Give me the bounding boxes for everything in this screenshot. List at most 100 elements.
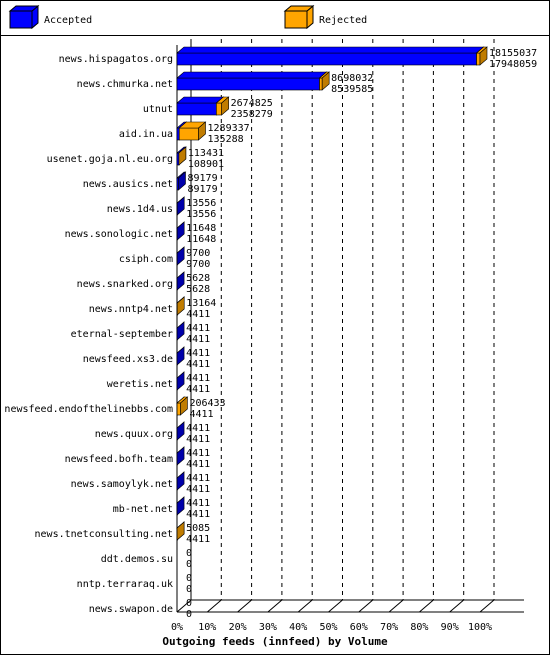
value-label-accepted: 8539585 (331, 84, 373, 95)
x-tick-label: 90% (441, 622, 459, 633)
legend-label: Accepted (44, 15, 92, 26)
value-label-offered: 89179 (187, 173, 217, 184)
bar-accepted-top (176, 46, 485, 54)
value-label-accepted: 4411 (186, 509, 210, 520)
value-label-offered: 5628 (186, 273, 210, 284)
chart-title: Outgoing feeds (innfeed) by Volume (162, 635, 388, 648)
legend-swatch-top (8, 5, 40, 12)
value-label-accepted: 11648 (186, 234, 216, 245)
value-label-offered: 0 (186, 573, 192, 584)
y-tick-label: mb-net.net (113, 504, 173, 515)
value-label-offered: 9700 (186, 248, 210, 259)
y-tick-label: aid.in.ua (119, 129, 173, 140)
bar-rejected-side (198, 121, 206, 141)
value-label-accepted: 4411 (186, 384, 210, 395)
value-label-accepted: 2358279 (231, 109, 273, 120)
value-label-offered: 4411 (186, 323, 210, 334)
tick-mark (206, 599, 222, 613)
value-label-offered: 4411 (186, 498, 210, 509)
value-label-accepted: 13556 (186, 209, 216, 220)
x-tick-label: 20% (229, 622, 247, 633)
bar-rejected-side (178, 146, 187, 166)
y-tick-label: eternal-september (71, 329, 173, 340)
bar-accepted (176, 127, 180, 141)
y-tick-label: news.snarked.org (77, 279, 173, 290)
bar-accepted (176, 52, 477, 66)
x-tick-label: 60% (350, 622, 368, 633)
tick-mark (176, 599, 192, 613)
x-tick-label: 40% (289, 622, 307, 633)
value-label-offered: 206433 (189, 398, 225, 409)
value-label-offered: 5085 (186, 523, 210, 534)
y-tick-label: news.chmurka.net (77, 79, 173, 90)
value-label-accepted: 4411 (186, 534, 210, 545)
bar-rejected-side (221, 96, 229, 116)
value-label-offered: 13556 (186, 198, 216, 209)
y-tick-label: news.swapon.de (89, 604, 173, 615)
value-label-offered: 1289337 (208, 123, 250, 134)
value-label-offered: 18155037 (489, 48, 537, 59)
x-tick-label: 70% (380, 622, 398, 633)
bar-accepted-side (176, 496, 185, 516)
x-tick-label: 30% (259, 622, 277, 633)
bar-rejected (216, 102, 222, 116)
value-label-accepted: 4411 (186, 459, 210, 470)
tick-mark (237, 599, 252, 613)
value-label-accepted: 4411 (186, 484, 210, 495)
y-tick-label: usenet.goja.nl.eu.org (47, 154, 173, 165)
bar-rejected-side (479, 46, 488, 66)
value-label-offered: 11648 (186, 223, 216, 234)
bar-rejected-side (176, 296, 185, 316)
y-tick-label: news.tnetconsulting.net (35, 529, 173, 540)
y-tick-label: news.nntp4.net (89, 304, 173, 315)
bar-accepted-side (176, 371, 185, 391)
y-tick-label: csiph.com (119, 254, 173, 265)
bar-rejected (176, 402, 181, 416)
tick-mark (328, 599, 343, 613)
y-tick-label: news.samoylyk.net (71, 479, 173, 490)
bar-rejected (319, 77, 323, 91)
y-tick-label: news.ausics.net (83, 179, 173, 190)
y-tick-label: newsfeed.bofh.team (65, 454, 173, 465)
value-label-offered: 0 (186, 548, 192, 559)
value-label-accepted: 89179 (187, 184, 217, 195)
bar-accepted-top (176, 96, 225, 104)
tick-mark (297, 599, 313, 613)
bar-rejected-side (180, 396, 188, 416)
value-label-accepted: 4411 (186, 434, 210, 445)
value-label-offered: 2674825 (231, 98, 273, 109)
legend-swatch-top (283, 5, 315, 12)
value-label-accepted: 0 (186, 584, 192, 595)
x-tick-label: 10% (198, 622, 216, 633)
value-label-accepted: 17948059 (489, 59, 537, 70)
value-label-accepted: 4411 (186, 359, 210, 370)
bar-accepted-top (176, 71, 328, 79)
legend-label: Rejected (319, 15, 367, 26)
y-tick-label: news.1d4.us (107, 204, 173, 215)
value-label-accepted: 9700 (186, 259, 210, 270)
value-label-offered: 8698032 (331, 73, 373, 84)
bar-accepted-side (176, 346, 185, 366)
bar-accepted-side (178, 171, 186, 191)
bar-rejected (178, 127, 199, 141)
bar-accepted (176, 77, 320, 91)
bar-accepted-side (176, 221, 185, 241)
tick-mark (388, 599, 404, 613)
bar-rejected-side (321, 71, 330, 91)
value-label-accepted: 135288 (208, 134, 244, 145)
bar-rejected-side (176, 521, 185, 541)
bar-accepted-side (176, 246, 185, 266)
legend-swatch (9, 10, 33, 29)
y-tick-label: news.quux.org (95, 429, 173, 440)
value-label-offered: 4411 (186, 373, 210, 384)
legend-swatch (284, 10, 308, 29)
bar-accepted-side (176, 271, 185, 291)
value-label-offered: 0 (186, 598, 192, 609)
tick-mark (419, 599, 434, 613)
y-tick-label: weretis.net (107, 379, 173, 390)
x-tick-label: 50% (319, 622, 337, 633)
value-label-accepted: 108901 (188, 159, 224, 170)
tick-mark (449, 599, 465, 613)
